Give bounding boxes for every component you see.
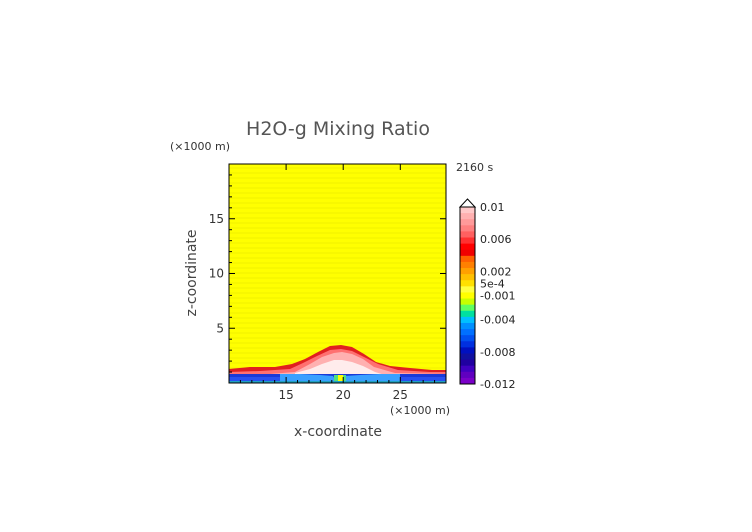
colorbar-label: 0.006 (480, 233, 512, 246)
colorbar-label: -0.004 (480, 314, 515, 327)
surface-band-green (334, 375, 338, 383)
colorbar-segment (460, 347, 475, 354)
colorbar-segment (460, 286, 475, 293)
colorbar-segment (460, 316, 475, 324)
x-tick-label: 20 (336, 388, 351, 402)
colorbar-segment (460, 231, 475, 239)
chart-title: H2O-g Mixing Ratio (246, 118, 430, 140)
colorbar-extend-arrow (458, 198, 477, 208)
colorbar-segment (460, 249, 475, 257)
colorbar-segment (460, 280, 475, 287)
x-tick-label: 15 (278, 388, 293, 402)
surface-edge (229, 381, 446, 383)
x-axis: 15 20 25 (239, 164, 436, 402)
colorbar-segment (460, 219, 475, 226)
colorbar-segment (460, 274, 475, 281)
y-tick-label: 10 (209, 267, 224, 281)
colorbar-segment (460, 304, 475, 312)
colorbar-segment (460, 329, 475, 336)
surface-band-yellow (338, 375, 343, 383)
surface-band-green-right (343, 375, 346, 383)
y-axis-label: z-coordinate (184, 229, 200, 316)
colorbar-label: -0.001 (480, 290, 515, 303)
colorbar-segment (460, 207, 475, 214)
colorbar-segment (460, 341, 475, 348)
plume-layer-white (295, 360, 385, 375)
colorbar-label: 0.01 (480, 201, 505, 214)
colorbar-segment (460, 365, 475, 373)
colorbar-segment (460, 225, 475, 232)
surface-band-light (280, 374, 337, 383)
y-tick-label: 15 (209, 212, 224, 226)
colorbar-segment (460, 268, 475, 275)
colorbar-segment (460, 237, 475, 245)
colorbar-segment (460, 213, 475, 220)
x-unit-label: (×1000 m) (390, 404, 450, 417)
colorbar-label: -0.012 (480, 378, 515, 391)
colorbar-segment (460, 261, 475, 269)
colorbar-segment (460, 292, 475, 300)
colorbar-segment (460, 353, 475, 361)
colorbar-segment (460, 322, 475, 330)
time-label: 2160 s (456, 161, 493, 174)
colorbar-segment (460, 359, 475, 367)
y-axis: 5 10 15 (209, 174, 446, 373)
x-axis-label: x-coordinate (294, 424, 382, 440)
colorbar-segment (460, 377, 475, 385)
colorbar-label: 0.002 (480, 265, 512, 278)
x-tick-label: 25 (393, 388, 408, 402)
colorbar-segment (460, 243, 475, 251)
colorbar-segment (460, 310, 475, 318)
y-tick-label: 5 (216, 321, 224, 335)
colorbar-label: -0.008 (480, 346, 515, 359)
surface-band-light-right (345, 374, 400, 383)
colorbar-label: 5e-4 (480, 277, 505, 290)
y-unit-label: (×1000 m) (170, 140, 230, 153)
colorbar-segment (460, 371, 475, 379)
colorbar-segment (460, 335, 475, 342)
colorbar-segment (460, 255, 475, 263)
background-stripes (229, 167, 446, 369)
colorbar-segment (460, 298, 475, 306)
plot-area (229, 164, 446, 383)
